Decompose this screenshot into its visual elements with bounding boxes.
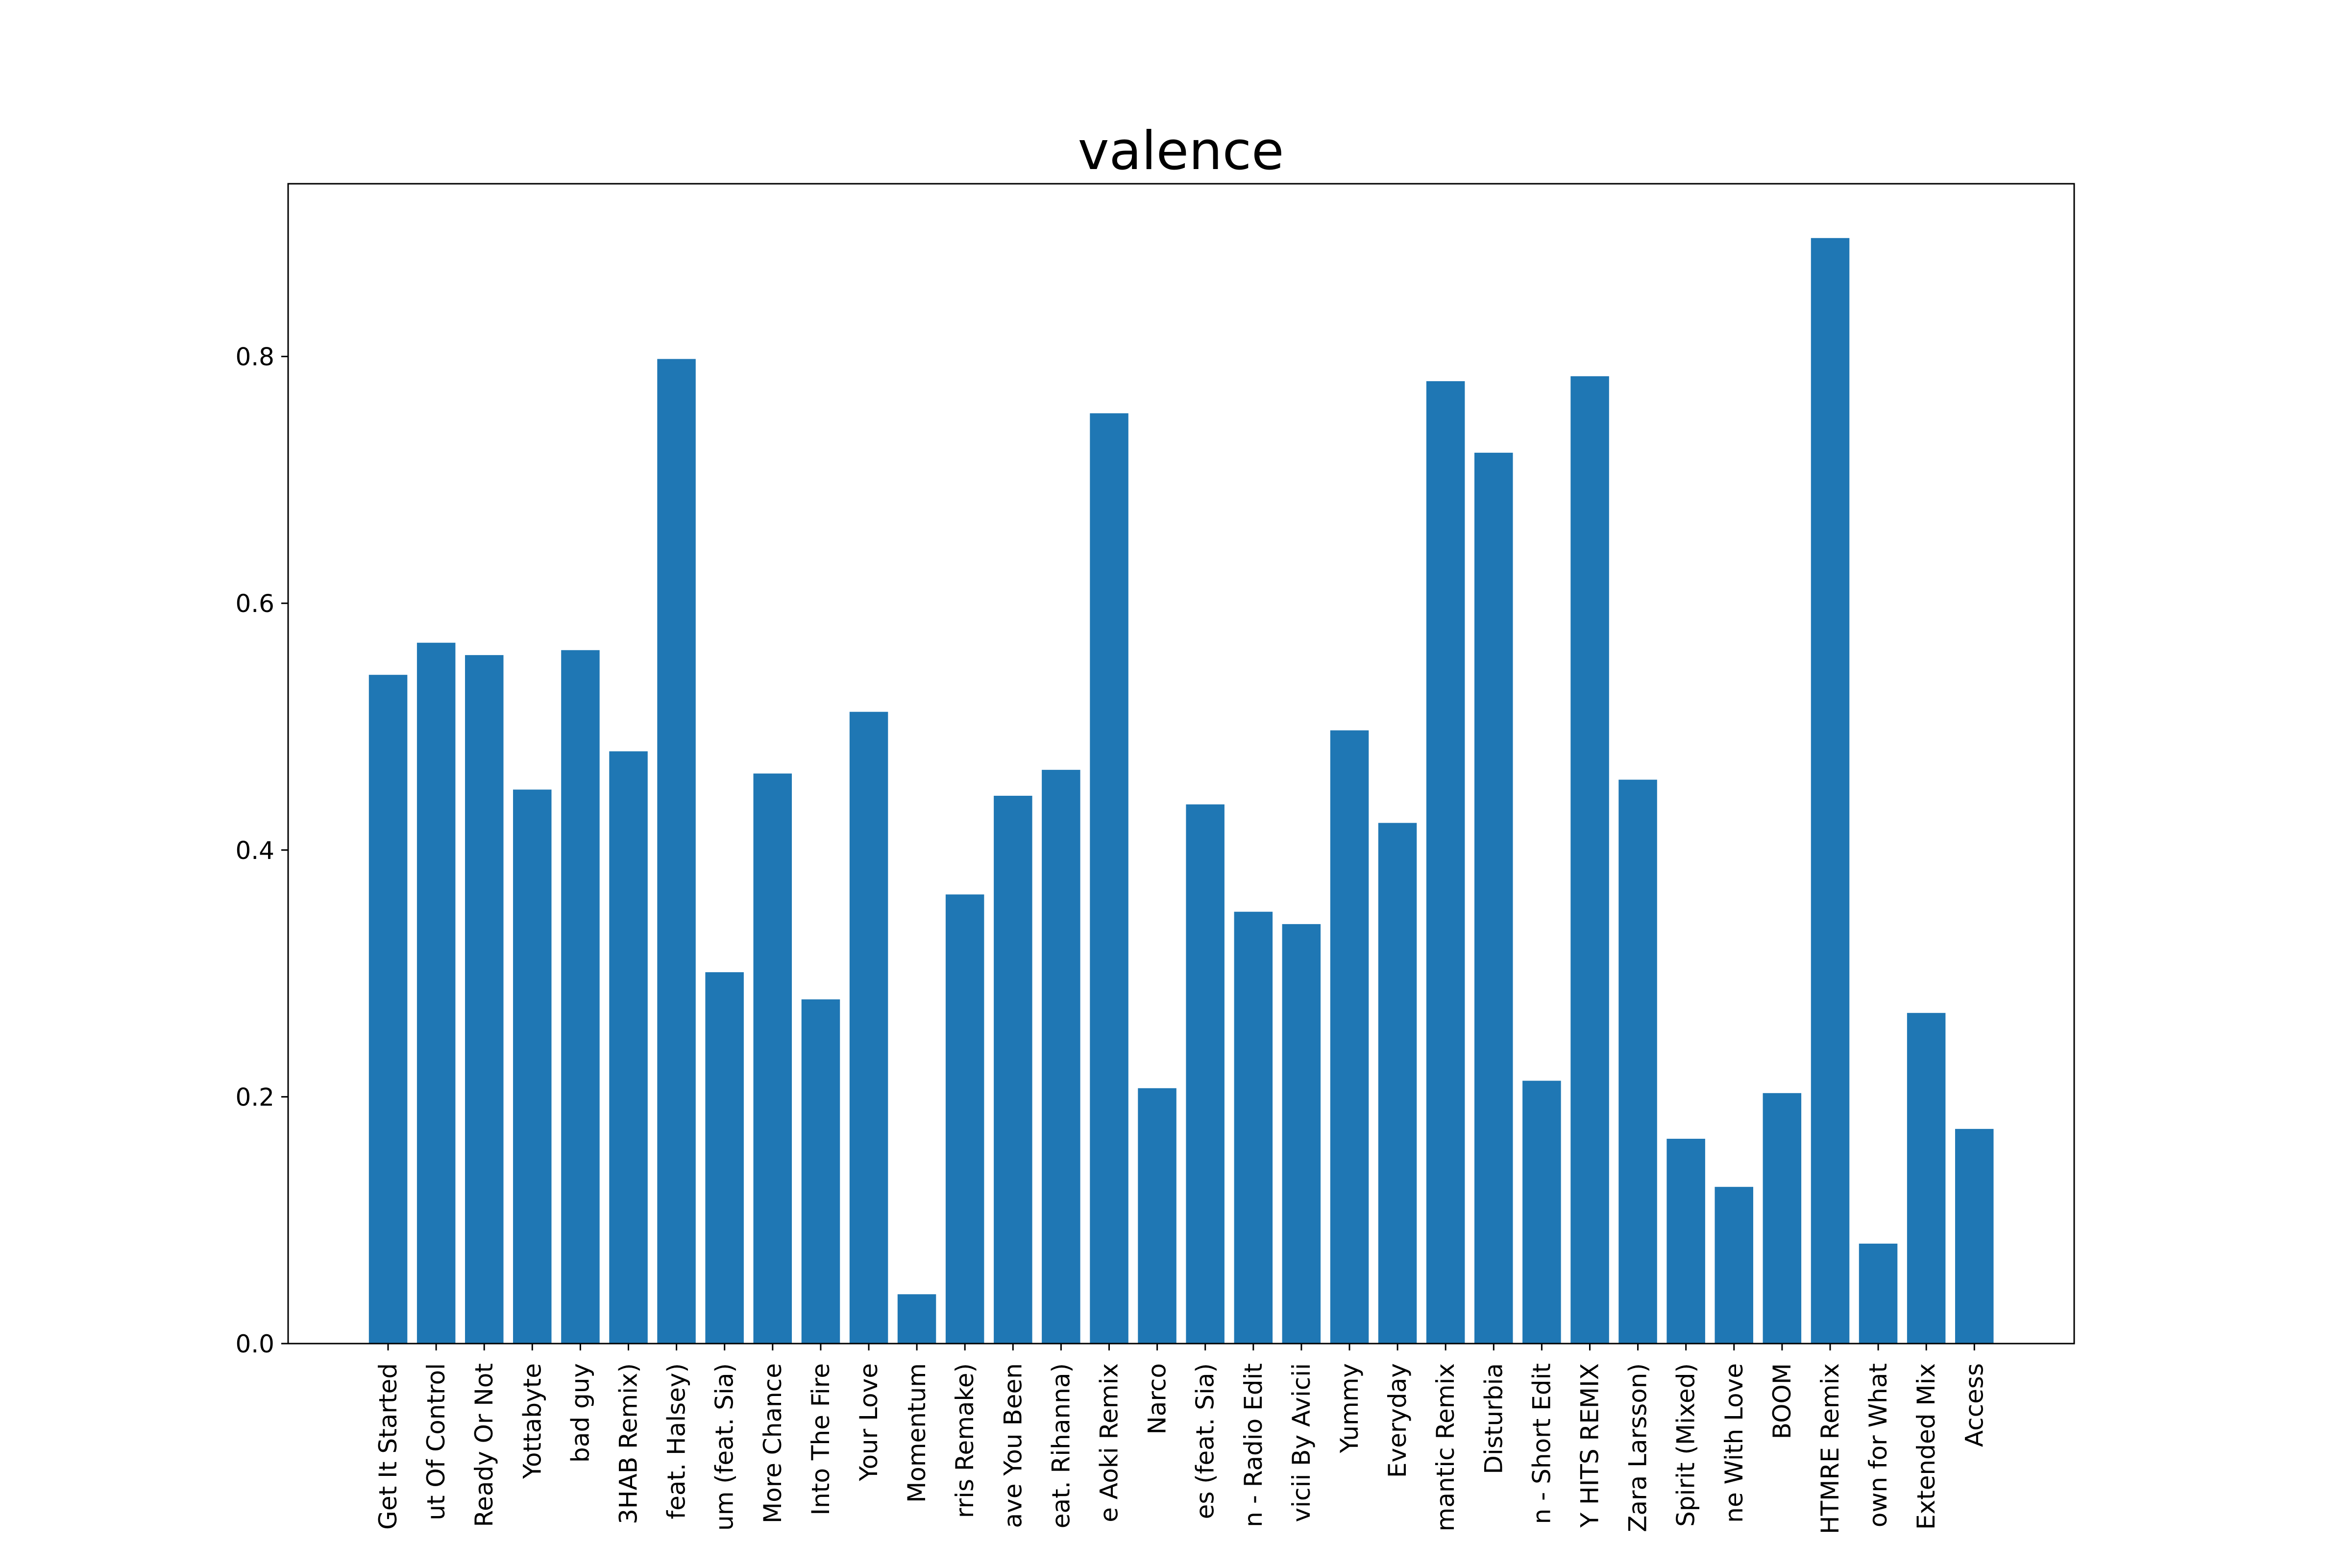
plot-frame <box>287 183 2075 1345</box>
bar-2 <box>465 655 504 1344</box>
x-tick-label-10: Your Love <box>855 1363 883 1482</box>
x-tick-label-25: Y HITS REMIX <box>1576 1363 1604 1528</box>
x-tick-label-17: es (feat. Sia) <box>1191 1363 1220 1519</box>
x-tick-label-12: rris Remake) <box>951 1363 979 1518</box>
bar-32 <box>1907 1013 1946 1344</box>
bar-0 <box>368 675 408 1344</box>
bar-12 <box>945 894 984 1344</box>
bar-21 <box>1378 823 1417 1344</box>
x-tick-label-32: Extended Mix <box>1912 1363 1940 1530</box>
x-axis: Get It Started ut Of Control Ready Or Not Y… <box>374 1344 1988 1534</box>
x-tick-label-6: feat. Halsey) <box>662 1363 691 1519</box>
bar-19 <box>1282 924 1321 1344</box>
x-tick-label-21: Everyday <box>1383 1363 1412 1478</box>
x-tick-label-26: Zara Larsson) <box>1624 1363 1652 1532</box>
bar-26 <box>1618 780 1657 1344</box>
x-tick-label-11: Momentum <box>903 1363 931 1503</box>
x-tick-label-4: bad guy <box>566 1363 594 1463</box>
x-tick-label-2: Ready Or Not <box>470 1363 498 1527</box>
bar-20 <box>1330 730 1369 1344</box>
x-tick-label-23: Disturbia <box>1479 1363 1508 1474</box>
x-tick-label-30: HTMRE Remix <box>1816 1363 1844 1534</box>
y-tick-label-0: 0.0 <box>235 1330 274 1358</box>
bar-8 <box>753 773 792 1344</box>
bar-28 <box>1715 1187 1753 1344</box>
bar-33 <box>1955 1128 1994 1344</box>
x-tick-label-16: Narco <box>1143 1363 1172 1435</box>
bar-25 <box>1570 376 1609 1344</box>
x-tick-label-18: n - Radio Edit <box>1239 1363 1268 1527</box>
bar-14 <box>1042 770 1080 1344</box>
bar-18 <box>1234 911 1273 1344</box>
bar-4 <box>561 650 600 1344</box>
x-tick-label-29: BOOM <box>1768 1363 1796 1439</box>
bar-9 <box>801 999 840 1344</box>
bar-16 <box>1138 1088 1176 1344</box>
x-tick-label-15: e Aoki Remix <box>1095 1363 1124 1522</box>
x-tick-label-7: um (feat. Sia) <box>710 1363 739 1531</box>
x-tick-label-19: vicii By Avicii <box>1287 1363 1316 1522</box>
bar-30 <box>1811 238 1850 1344</box>
x-tick-label-9: Into The Fire <box>807 1363 835 1516</box>
x-tick-label-13: ave You Been <box>999 1363 1027 1528</box>
x-tick-label-27: Spirit (Mixed) <box>1672 1363 1700 1527</box>
bar-11 <box>897 1294 936 1344</box>
x-tick-label-31: own for What <box>1864 1363 1892 1527</box>
bar-22 <box>1426 381 1465 1344</box>
bar-29 <box>1763 1093 1802 1344</box>
bar-1 <box>416 642 456 1344</box>
x-tick-label-22: mantic Remix <box>1431 1363 1460 1531</box>
bar-7 <box>705 972 744 1344</box>
bar-13 <box>994 796 1032 1344</box>
bar-31 <box>1859 1244 1898 1344</box>
bar-5 <box>609 751 648 1344</box>
x-tick-label-8: More Chance <box>759 1363 787 1523</box>
chart-title: valence <box>1078 121 1284 182</box>
y-axis: 0.0 0.2 0.4 0.6 0.8 <box>235 343 288 1358</box>
x-tick-label-28: ne With Love <box>1720 1363 1748 1523</box>
x-tick-label-3: Yottabyte <box>518 1363 546 1479</box>
bar-6 <box>657 359 696 1344</box>
y-tick-label-4: 0.8 <box>235 343 274 371</box>
bar-27 <box>1666 1139 1705 1344</box>
y-tick-label-2: 0.4 <box>235 836 274 865</box>
bar-3 <box>513 789 552 1344</box>
x-tick-label-1: ut Of Control <box>422 1363 450 1520</box>
bars-group <box>368 238 1994 1344</box>
bar-17 <box>1186 804 1225 1344</box>
bar-24 <box>1522 1080 1561 1344</box>
x-tick-label-20: Yummy <box>1335 1363 1364 1454</box>
bar-23 <box>1474 452 1513 1344</box>
x-tick-label-24: n - Short Edit <box>1527 1363 1556 1524</box>
x-tick-label-5: 3HAB Remix) <box>614 1363 643 1524</box>
x-tick-label-0: Get It Started <box>374 1363 402 1530</box>
y-tick-label-3: 0.6 <box>235 589 274 618</box>
x-tick-label-33: Access <box>1960 1363 1988 1447</box>
bar-15 <box>1090 413 1128 1344</box>
bar-10 <box>849 711 888 1344</box>
y-tick-label-1: 0.2 <box>235 1083 274 1111</box>
x-tick-label-14: eat. Rihanna) <box>1047 1363 1075 1528</box>
